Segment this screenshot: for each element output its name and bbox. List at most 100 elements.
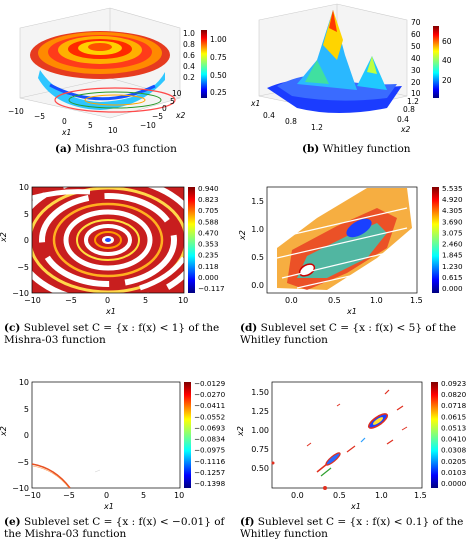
colorbar-tick-label: 0.470 (198, 228, 219, 237)
colorbar-tick-label: 4.920 (442, 195, 463, 204)
panel-a-z-tick: 0.4 (183, 62, 195, 71)
whitley-sublevel-region (267, 187, 417, 293)
panel-f-x-label: x1 (350, 502, 361, 511)
panel-b-surface-plot: 0.4 0.8 1.2 x1 0.4 0.8 1.2 x2 10 20 30 4… (250, 3, 452, 134)
mishra-surface (30, 31, 176, 113)
whitley-sublevel-islands (271, 389, 408, 490)
panel-c-y-tick: −10 (12, 289, 29, 298)
colorbar-tick-label: −0.0693 (194, 423, 225, 432)
panel-a-x-tick: 0 (62, 117, 67, 126)
colorbar-tick-label: 0.0513 (441, 423, 466, 432)
panel-f-y-tick: 1.25 (251, 407, 269, 416)
panel-d-x-tick: 1.0 (370, 296, 383, 305)
colorbar-tick-label: −0.0270 (194, 390, 226, 399)
colorbar-tick-label: 0.0718 (441, 401, 467, 410)
panel-a-z-tick: 1.0 (183, 29, 195, 38)
panel-d-heatmap: 0.0 0.5 1.0 1.5 x1 1.5 1.0 0.5 0.0 x2 5.… (238, 184, 463, 316)
caption-a-text: Mishra-03 function (75, 143, 177, 155)
caption-d: (d) Sublevel set C = {x : f(x) < 5} of t… (240, 322, 472, 346)
panel-c-y-label: x2 (0, 232, 8, 243)
panel-d-colorbar (432, 187, 439, 293)
panel-e-y-tick: −5 (17, 458, 29, 467)
panel-e-x-tick: 5 (141, 491, 146, 500)
colorbar-tick-label: 5.535 (442, 184, 463, 193)
caption-c-text: Sublevel set C = {x : f(x) < 1} of the M… (4, 322, 220, 346)
colorbar-tick-label: 0.353 (198, 240, 219, 249)
panel-a-x-tick: −10 (8, 107, 24, 116)
panel-b-x-label: x1 (250, 99, 260, 108)
panel-a-x-tick: 10 (108, 126, 118, 135)
panel-d-x-tick: 0.0 (285, 296, 298, 305)
panel-a-colorbar (201, 30, 207, 98)
whitley-surface (267, 10, 402, 113)
panel-c-x-label: x1 (105, 307, 116, 316)
panel-b-colorbar (433, 26, 439, 98)
panel-d-y-tick: 1.5 (251, 197, 264, 206)
panel-a-colorbar-tick: 1.00 (210, 35, 227, 44)
colorbar-tick-label: 0.0000 (441, 479, 467, 488)
caption-e-text: Sublevel set C = {x : f(x) < −0.01} of t… (4, 516, 225, 540)
colorbar-tick-label: 0.0615 (441, 412, 466, 421)
panel-a-surface-plot: −10 −5 0 5 10 x1 −10 −5 0 5 10 x2 0.2 0.… (8, 7, 227, 137)
colorbar-tick-label: 0.0103 (441, 468, 466, 477)
panel-b-x-tick: 0.4 (263, 111, 275, 120)
caption-b-text: Whitley function (322, 143, 411, 155)
colorbar-tick-label: 3.690 (442, 217, 463, 226)
panel-a-y-tick: −10 (140, 121, 156, 130)
colorbar-tick-label: 0.235 (198, 251, 219, 260)
panel-a-z-tick: 0.8 (183, 40, 195, 49)
colorbar-tick-label: 0.000 (442, 284, 463, 293)
panel-b-z-tick: 70 (411, 18, 421, 27)
panel-f-y-tick: 0.50 (251, 464, 269, 473)
panel-e-y-tick: 0 (24, 431, 29, 440)
panel-f-heatmap: 0.0 0.5 1.0 1.5 x1 1.50 1.25 1.00 0.75 0… (237, 379, 467, 511)
panel-f-y-tick: 1.00 (251, 426, 269, 435)
colorbar-tick-label: 0.705 (198, 206, 219, 215)
panel-a-y-tick: −5 (152, 112, 163, 121)
colorbar-tick-label: −0.0411 (194, 401, 225, 410)
panel-c-x-tick: −10 (24, 296, 41, 305)
panel-b-y-label: x2 (400, 125, 410, 134)
caption-a: (a) Mishra-03 function (55, 143, 177, 155)
panel-f-x-tick: 1.0 (375, 491, 388, 500)
panel-f-y-tick: 1.50 (251, 388, 269, 397)
colorbar-tick-label: −0.0129 (194, 379, 226, 388)
caption-c-tag: (c) (4, 322, 21, 334)
colorbar-tick-label: 0.0820 (441, 390, 467, 399)
caption-b-tag: (b) (302, 143, 320, 155)
panel-a-y-tick: 0 (162, 104, 167, 113)
panel-b-y-tick: 0.4 (397, 115, 409, 124)
panel-e-x-label: x1 (103, 502, 114, 511)
panel-b-z-tick: 10 (411, 89, 421, 98)
panel-b-z-tick: 30 (411, 66, 421, 75)
panel-f-colorbar (431, 382, 438, 488)
colorbar-tick-label: 0.0923 (441, 379, 466, 388)
caption-f: (f) Sublevel set C = {x : f(x) < 0.1} of… (240, 516, 472, 540)
colorbar-tick-label: 0.0308 (441, 446, 467, 455)
panel-d-y-tick: 1.0 (251, 225, 264, 234)
caption-c: (c) Sublevel set C = {x : f(x) < 1} of t… (4, 322, 234, 346)
panel-e-y-tick: 10 (19, 378, 29, 387)
panel-d-x-tick: 0.5 (328, 296, 341, 305)
colorbar-tick-label: 0.0410 (441, 435, 467, 444)
colorbar-tick-label: −0.0552 (194, 412, 225, 421)
panel-a-z-tick: 0.6 (183, 51, 195, 60)
panel-e-heatmap: −10 −5 0 5 10 x1 10 5 0 −5 −10 x2 −0.012… (0, 378, 226, 511)
panel-e-x-tick: −10 (24, 491, 41, 500)
panel-d-y-label: x2 (238, 230, 247, 241)
panel-e-x-tick: 10 (174, 491, 184, 500)
colorbar-tick-label: 0.000 (198, 273, 219, 282)
caption-d-text: Sublevel set C = {x : f(x) < 5} of the W… (240, 322, 457, 346)
panel-c-y-tick: −5 (17, 263, 29, 272)
panel-c-x-tick: −5 (65, 296, 77, 305)
panel-a-colorbar-tick: 0.50 (210, 71, 227, 80)
colorbar-tick-label: 4.305 (442, 206, 463, 215)
panel-a-y-label: x2 (175, 111, 185, 120)
panel-a-colorbar-tick: 0.75 (210, 53, 227, 62)
panel-a-z-tick: 0.2 (183, 73, 195, 82)
panel-c-y-tick: 5 (24, 210, 29, 219)
panel-f-y-tick: 0.75 (251, 445, 269, 454)
colorbar-tick-label: 1.845 (442, 251, 463, 260)
panel-e-colorbar (184, 382, 191, 488)
colorbar-tick-label: −0.1116 (194, 457, 226, 466)
